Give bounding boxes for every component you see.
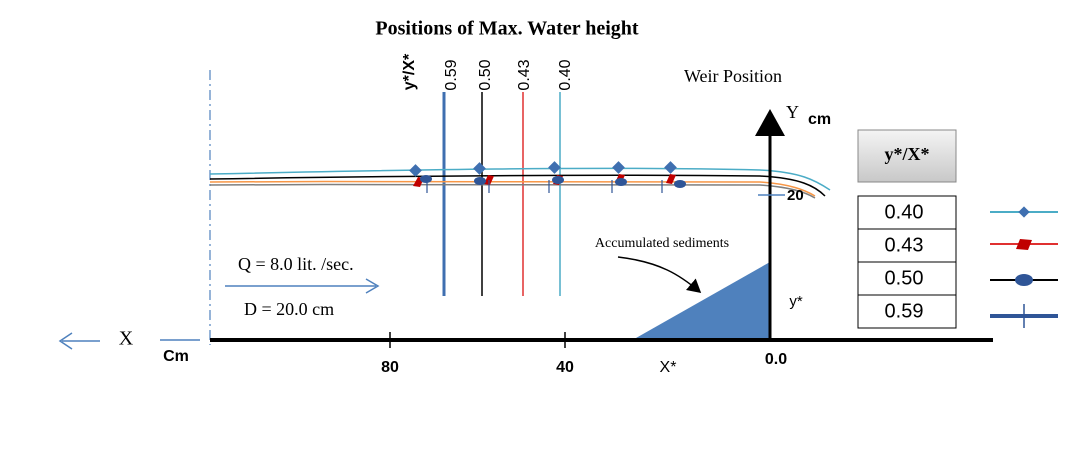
- sediments-arrow: [617, 256, 702, 293]
- data-points: [409, 161, 686, 193]
- x-tick-label: 80: [381, 359, 399, 376]
- legend-entry: 0.50: [885, 267, 924, 289]
- legend-header-box: [857, 129, 957, 183]
- y-star: y*: [789, 293, 803, 310]
- legend-entry: 0.40: [885, 201, 924, 223]
- sediments: [636, 262, 770, 338]
- legend-cell: [857, 195, 957, 230]
- x-arrow-head: [58, 332, 73, 350]
- flow-arrow-head: [365, 278, 380, 294]
- vlines-header: y*/X*: [401, 53, 418, 90]
- legend-cell: [857, 228, 957, 263]
- vline-label: 0.40: [557, 59, 574, 90]
- weir-label: Weir Position: [684, 66, 782, 86]
- x-axis-label: X: [119, 328, 134, 350]
- water-curves: [209, 167, 831, 199]
- x-axis-unit: Cm: [163, 348, 189, 365]
- title: Positions of Max. Water height: [375, 18, 638, 40]
- y-axis-label: Y: [786, 102, 799, 122]
- legend-cell: [857, 261, 957, 296]
- legend-cell: [857, 294, 957, 329]
- flow-label: Q = 8.0 lit. /sec.: [238, 254, 354, 274]
- legend-entry: 0.59: [885, 300, 924, 322]
- legend-entry: 0.43: [885, 234, 924, 256]
- x-tick-label: 40: [556, 359, 574, 376]
- sediments-label: Accumulated sediments: [595, 236, 729, 251]
- vline-label: 0.59: [443, 59, 460, 90]
- legend-symbols: [990, 206, 1058, 328]
- x-axis-name: X*: [660, 359, 677, 376]
- y-axis-unit: cm: [808, 111, 831, 128]
- y-tick-label: 20: [787, 187, 804, 204]
- legend-header: y*/X*: [885, 144, 930, 164]
- vline-label: 0.43: [516, 59, 533, 90]
- x-tick-label: 0.0: [765, 351, 787, 368]
- depth-label: D = 20.0 cm: [244, 299, 334, 319]
- vline-label: 0.50: [477, 59, 494, 90]
